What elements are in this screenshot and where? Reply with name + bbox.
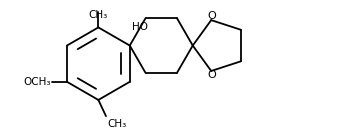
Text: CH₃: CH₃ — [107, 119, 126, 129]
Text: HO: HO — [132, 22, 148, 32]
Text: O: O — [208, 11, 217, 21]
Text: CH₃: CH₃ — [89, 10, 108, 20]
Text: OCH₃: OCH₃ — [23, 77, 51, 87]
Text: O: O — [208, 70, 217, 80]
